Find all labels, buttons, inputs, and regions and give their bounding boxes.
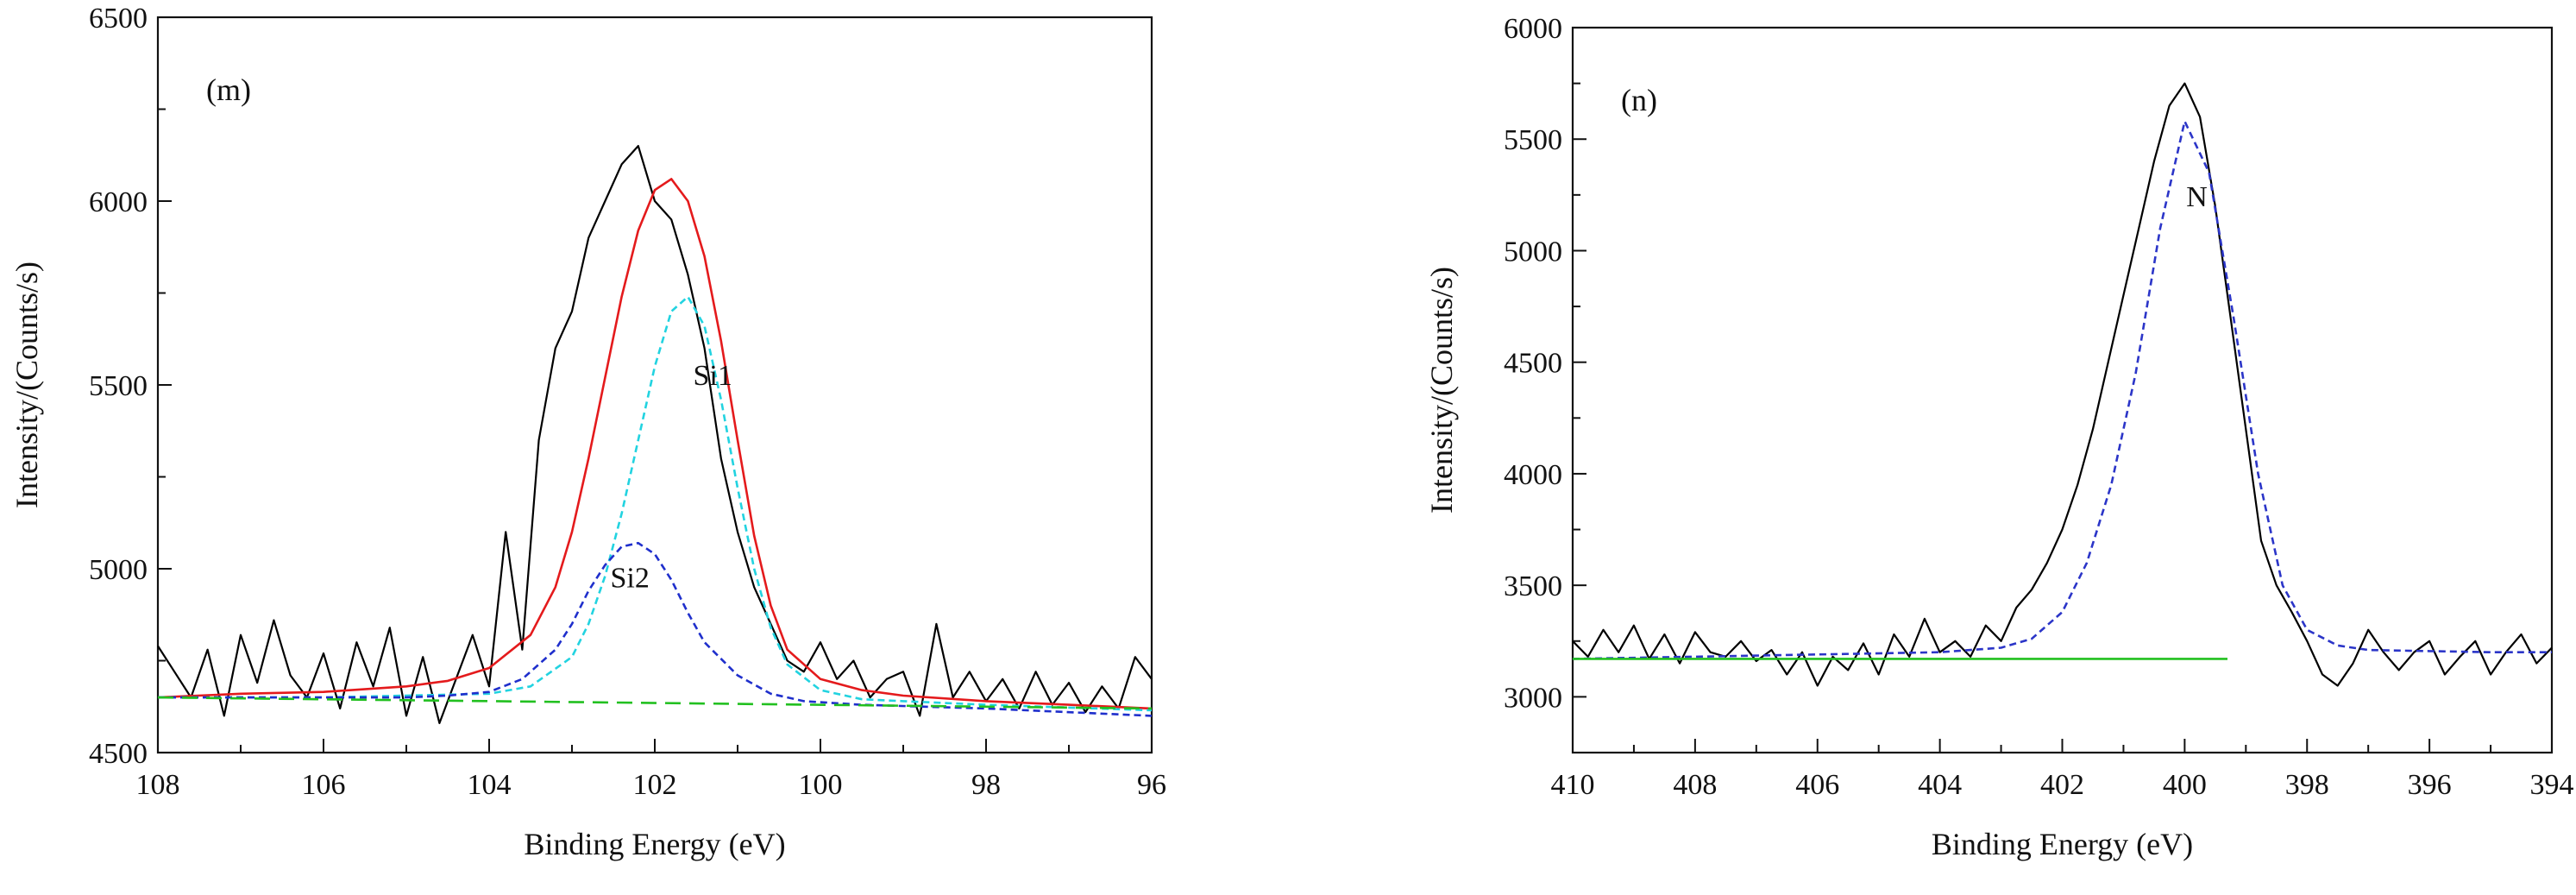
xps-chart-m: 108 106 104 102 100 98 96 4500 5000 5500 6000 6500 B… <box>9 3 1166 861</box>
x-tick-label: 400 <box>2163 769 2207 801</box>
y-tick-label: 5000 <box>1504 236 1562 268</box>
x-tick-label: 394 <box>2530 769 2574 801</box>
series-si2-line <box>158 541 1153 717</box>
series-envelope-line <box>157 178 1153 710</box>
plot-frame <box>156 16 1153 754</box>
series-raw-line <box>157 145 1153 725</box>
y-tick-label: 3500 <box>1504 570 1562 602</box>
x-tick-label: 108 <box>136 769 180 801</box>
x-axis-label: Binding Energy (eV) <box>1932 827 2193 861</box>
x-tick-label: 402 <box>2040 769 2084 801</box>
x-tick-label: 98 <box>971 769 1001 801</box>
y-tick-label: 6500 <box>89 3 148 35</box>
y-axis-label: Intensity/(Counts/s) <box>9 262 44 508</box>
y-tick-label: 5500 <box>1504 124 1562 156</box>
x-tick-label: 398 <box>2285 769 2329 801</box>
y-tick-label: 4500 <box>1504 348 1562 380</box>
series-n-fit-line <box>1572 120 2552 660</box>
y-tick-label: 5500 <box>89 370 148 402</box>
xps-chart-n: 410 408 406 404 402 400 398 396 394 3000 3500 4000 4… <box>1424 13 2574 861</box>
x-tick-label: 404 <box>1918 769 1962 801</box>
series-si1-line <box>158 295 1153 712</box>
series-raw-line <box>1572 82 2553 687</box>
x-tick-label: 104 <box>468 769 512 801</box>
annotation-si2: Si2 <box>611 562 650 594</box>
annotation-n: N <box>2186 181 2208 213</box>
x-tick-label: 96 <box>1137 769 1166 801</box>
x-tick-label: 410 <box>1551 769 1595 801</box>
y-tick-label: 4500 <box>89 738 148 770</box>
x-tick-label: 396 <box>2408 769 2452 801</box>
series-baseline-line <box>157 696 1153 710</box>
x-tick-label: 102 <box>633 769 677 801</box>
x-tick-label: 106 <box>302 769 346 801</box>
plot-frame <box>1571 26 2554 754</box>
panel-label: (n) <box>1621 83 1657 117</box>
x-tick-label: 408 <box>1673 769 1717 801</box>
x-tick-label: 100 <box>799 769 843 801</box>
y-axis-label: Intensity/(Counts/s) <box>1424 267 1459 514</box>
y-tick-label: 6000 <box>89 186 148 218</box>
panel-label: (m) <box>206 72 251 107</box>
x-tick-label: 406 <box>1795 769 1839 801</box>
y-tick-label: 3000 <box>1504 682 1562 714</box>
y-tick-label: 4000 <box>1504 459 1562 491</box>
x-axis-label: Binding Energy (eV) <box>524 827 785 861</box>
annotation-si1: Si1 <box>694 360 732 392</box>
y-tick-label: 5000 <box>89 554 148 586</box>
y-tick-label: 6000 <box>1504 13 1562 45</box>
